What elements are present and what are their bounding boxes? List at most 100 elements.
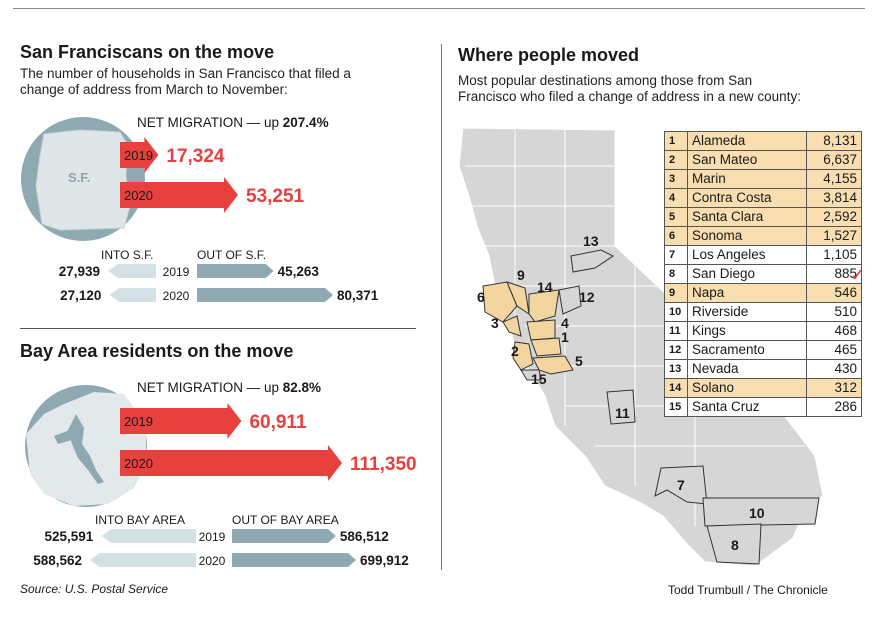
county-cell: Sonoma [687,226,807,246]
county-cell: San Mateo [687,150,807,170]
map-label-2: 2 [511,343,519,359]
california-outline [458,127,824,567]
map-label-7: 7 [677,477,685,493]
county-cell: Santa Cruz [687,397,807,417]
top-rule [13,8,865,9]
net-year-2020: 2020 [124,456,153,471]
value-cell: 430 [806,359,862,379]
flow-year-2020: 2020 [199,554,226,568]
table-row: 3 Marin 4,155 [664,169,862,189]
rank-cell: 8 [664,264,688,284]
out-bar-2020 [232,553,356,567]
bay-into-label: INTO BAY AREA [95,513,186,527]
rank-cell: 10 [664,302,688,322]
map-label-15: 15 [531,371,547,387]
table-row: 9 Napa 546 [664,283,862,303]
table-row: 12 Sacramento 465 [664,340,862,360]
sf-map-label: S.F. [68,170,90,185]
right-subtitle-1: Most popular destinations among those fr… [458,73,753,88]
value-cell: 468 [806,321,862,341]
value-cell: 510 [806,302,862,322]
county-cell: Riverside [687,302,807,322]
california-map: 13 9 14 12 6 3 4 1 2 5 15 11 7 10 8 [458,127,824,567]
value-cell: 2,592 [806,207,862,227]
county-cell: Kings [687,321,807,341]
value-cell: 286 [806,397,862,417]
table-row: 4 Contra Costa 3,814 [664,188,862,208]
rank-cell: 12 [664,340,688,360]
net-bar-2019 [120,403,242,439]
table-row: 15 Santa Cruz 286 [664,397,862,417]
map-label-6: 6 [477,289,485,305]
bay-map-circle [25,385,147,507]
rank-cell: 11 [664,321,688,341]
flow-year-2019: 2019 [199,530,226,544]
out-value-2019: 586,512 [340,529,389,544]
into-bar-2019 [101,529,196,543]
net-year-2019: 2019 [124,414,153,429]
into-bar-2020 [90,553,196,567]
rank-cell: 14 [664,378,688,398]
into-bar-2019 [108,264,156,278]
rank-cell: 6 [664,226,688,246]
into-value-2020: 588,562 [33,553,82,568]
value-cell: 8,131 [806,131,862,151]
county-solano [528,289,560,323]
bay-net-migration-label: NET MIGRATION — up 82.8% [137,380,322,395]
bay-net-chart: 2019 60,911 2020 111,350 [120,403,417,481]
sf-subtitle-1: The number of households in San Francisc… [20,66,351,81]
map-label-9: 9 [517,267,525,283]
sf-out-label: OUT OF S.F. [197,248,267,262]
sf-into-label: INTO S.F. [101,248,154,262]
value-cell: 1,527 [806,226,862,246]
map-label-1: 1 [561,329,569,345]
right-title: Where people moved [458,45,640,65]
map-label-10: 10 [749,505,765,521]
value-cell: 4,155 [806,169,862,189]
rank-cell: 1 [664,131,688,151]
map-label-5: 5 [575,353,583,369]
credit-note: Todd Trumbull / The Chronicle [668,583,828,597]
county-san-diego [706,523,762,565]
table-row: 10 Riverside 510 [664,302,862,322]
net-year-2019: 2019 [124,148,153,163]
net-bar-2019 [120,137,159,173]
table-row: 8 San Diego 885 [664,264,862,284]
county-cell: Napa [687,283,807,303]
table-row: 6 Sonoma 1,527 [664,226,862,246]
rank-cell: 9 [664,283,688,303]
out-value-2020: 699,912 [360,553,409,568]
table-row: 5 Santa Clara 2,592 [664,207,862,227]
county-cell: Marin [687,169,807,189]
table-row: 2 San Mateo 6,637 [664,150,862,170]
rank-cell: 15 [664,397,688,417]
rank-cell: 4 [664,188,688,208]
net-bar-2020 [120,445,342,481]
table-row: 7 Los Angeles 1,105 [664,245,862,265]
flow-year-2020: 2020 [163,289,190,303]
rank-cell: 7 [664,245,688,265]
sf-flow-chart: 27,939 2019 45,263 27,120 2020 80,371 [59,264,379,303]
county-marin [502,315,522,337]
map-label-14: 14 [537,279,553,295]
out-bar-2020 [197,288,333,302]
net-value-2019: 60,911 [249,412,306,433]
sf-title: San Franciscans on the move [20,42,275,62]
county-san-mateo [512,341,534,371]
map-label-12: 12 [579,289,595,305]
county-nevada [570,249,614,273]
county-cell: Los Angeles [687,245,807,265]
rank-cell: 13 [664,359,688,379]
value-cell: 6,637 [806,150,862,170]
county-contra-costa [526,319,556,341]
value-cell: 465 [806,340,862,360]
sf-subtitle-2: change of address from March to November… [20,82,288,97]
county-santa-clara [532,355,574,375]
bay-out-label: OUT OF BAY AREA [232,513,339,527]
county-cell: Solano [687,378,807,398]
table-row: 13 Nevada 430 [664,359,862,379]
county-sonoma [482,281,518,323]
map-label-8: 8 [731,537,739,553]
bay-title: Bay Area residents on the move [20,341,294,361]
sf-net-chart: 2019 17,324 2020 53,251 [120,137,305,213]
